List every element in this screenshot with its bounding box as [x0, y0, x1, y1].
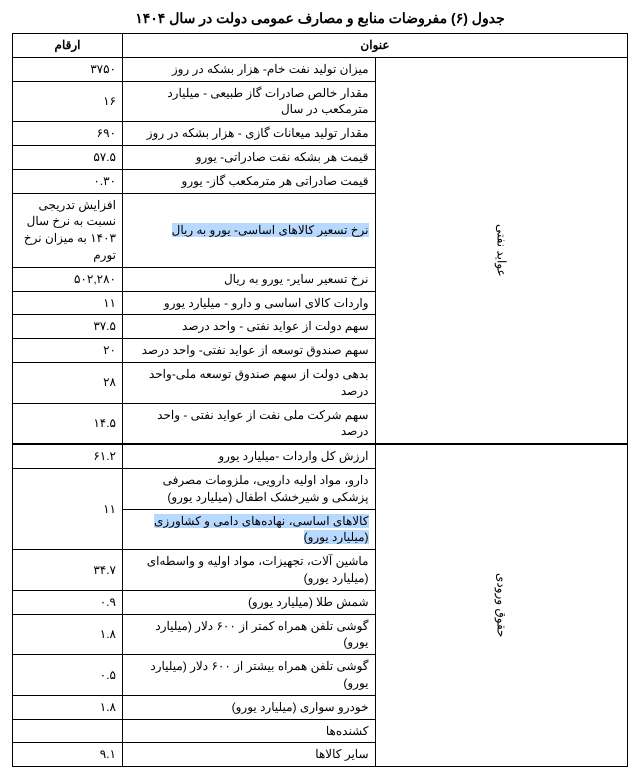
- row-title: نرخ تسعیر سایر- یورو به ریال: [123, 267, 376, 291]
- header-title: عنوان: [123, 34, 628, 58]
- row-title: سایر کالاها: [123, 743, 376, 767]
- row-title: واردات کالای اساسی و دارو - میلیارد یورو: [123, 291, 376, 315]
- row-value: ۰.۳۰: [13, 169, 123, 193]
- row-value: ۶۱.۲: [13, 444, 123, 468]
- row-title: شمش طلا (میلیارد یورو): [123, 590, 376, 614]
- row-title: گوشی تلفن همراه بیشتر از ۶۰۰ دلار (میلیا…: [123, 655, 376, 696]
- row-title: گوشی تلفن همراه کمتر از ۶۰۰ دلار (میلیار…: [123, 614, 376, 655]
- row-value: ۱۴.۵: [13, 403, 123, 444]
- row-title: خودرو سواری (میلیارد یورو): [123, 695, 376, 719]
- row-value: ۵۰۲,۲۸۰: [13, 267, 123, 291]
- row-title: مقدار خالص صادرات گاز طبیعی - میلیارد مت…: [123, 81, 376, 122]
- row-value: ۶۹۰: [13, 122, 123, 146]
- assumptions-table: عنوان ارقام عواید نفتیمیزان تولید نفت خا…: [12, 33, 628, 767]
- row-value: ۰.۵: [13, 655, 123, 696]
- row-value: ۱۶: [13, 81, 123, 122]
- group-label: عواید نفتی: [375, 57, 628, 444]
- row-title: سهم شرکت ملی نفت از عواید نفتی - واحد در…: [123, 403, 376, 444]
- table-title: جدول (۶) مفروضات منابع و مصارف عمومی دول…: [12, 10, 628, 27]
- row-value: [13, 719, 123, 743]
- row-value: ۲۰: [13, 339, 123, 363]
- row-value: ۱.۸: [13, 614, 123, 655]
- row-title: قیمت هر بشکه نفت صادراتی- یورو: [123, 145, 376, 169]
- row-title: بدهی دولت از سهم صندوق توسعه ملی-واحد در…: [123, 362, 376, 403]
- row-value: ۲۸: [13, 362, 123, 403]
- row-value: ۱۱: [13, 291, 123, 315]
- row-value: ۰.۹: [13, 590, 123, 614]
- row-value: ۳۴.۷: [13, 550, 123, 591]
- row-value: ۱۱: [13, 468, 123, 549]
- row-title: ارزش کل واردات -میلیارد یورو: [123, 444, 376, 468]
- row-title: میزان تولید نفت خام- هزار بشکه در روز: [123, 57, 376, 81]
- row-title: کالاهای اساسی، نهاده‌های دامی و کشاورزی …: [123, 509, 376, 550]
- row-title: ماشین آلات، تجهیزات، مواد اولیه و واسطه‌…: [123, 550, 376, 591]
- header-figures: ارقام: [13, 34, 123, 58]
- row-title: سهم دولت از عواید نفتی - واحد درصد: [123, 315, 376, 339]
- row-title: کشنده‌ها: [123, 719, 376, 743]
- row-value: ۳۷.۵: [13, 315, 123, 339]
- row-title: قیمت صادراتی هر مترمکعب گاز- یورو: [123, 169, 376, 193]
- row-title: مقدار تولید میعانات گازی - هزار بشکه در …: [123, 122, 376, 146]
- row-value: افزایش تدریجی نسبت به نرخ سال ۱۴۰۳ به می…: [13, 193, 123, 267]
- row-value: ۳۷۵۰: [13, 57, 123, 81]
- row-value: ۱.۸: [13, 695, 123, 719]
- row-title: دارو، مواد اولیه دارویی، ملزومات مصرفی پ…: [123, 468, 376, 509]
- group-label: حقوق ورودی: [375, 444, 628, 766]
- row-value: ۹.۱: [13, 743, 123, 767]
- row-title: نرخ تسعیر کالاهای اساسی- یورو به ریال: [123, 193, 376, 267]
- row-value: ۵۷.۵: [13, 145, 123, 169]
- row-title: سهم صندوق توسعه از عواید نفتی- واحد درصد: [123, 339, 376, 363]
